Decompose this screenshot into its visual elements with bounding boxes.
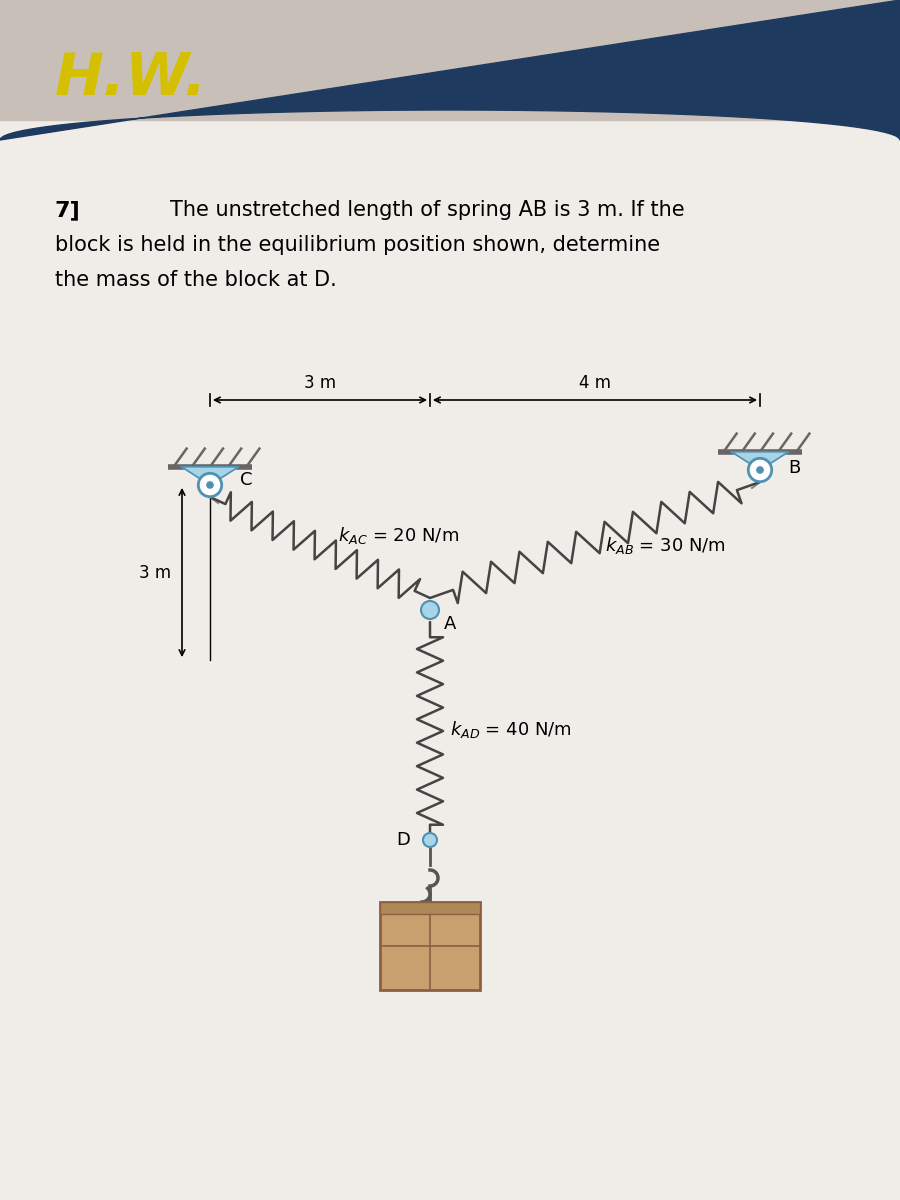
Circle shape <box>423 833 437 847</box>
Circle shape <box>748 458 771 481</box>
Polygon shape <box>0 0 900 140</box>
Bar <box>380 902 480 914</box>
Text: The unstretched length of spring AB is 3 m. If the: The unstretched length of spring AB is 3… <box>170 200 685 220</box>
Text: H.W.: H.W. <box>55 50 207 107</box>
Text: D: D <box>396 830 410 850</box>
Text: 3 m: 3 m <box>304 374 336 392</box>
Text: 7]: 7] <box>55 200 81 220</box>
Bar <box>380 902 480 990</box>
Text: $k_{AB}$ = 30 N/m: $k_{AB}$ = 30 N/m <box>605 534 726 556</box>
Text: 3 m: 3 m <box>139 564 171 582</box>
Text: block is held in the equilibrium position shown, determine: block is held in the equilibrium positio… <box>55 235 660 254</box>
Text: C: C <box>240 470 253 490</box>
Text: $k_{AD}$ = 40 N/m: $k_{AD}$ = 40 N/m <box>450 720 572 740</box>
Circle shape <box>207 482 213 488</box>
Text: 4 m: 4 m <box>579 374 611 392</box>
Circle shape <box>757 467 763 473</box>
Circle shape <box>198 473 221 497</box>
Bar <box>0 0 900 120</box>
Text: B: B <box>788 458 800 476</box>
Polygon shape <box>182 467 238 485</box>
Text: $k_{AC}$ = 20 N/m: $k_{AC}$ = 20 N/m <box>338 526 459 546</box>
Text: the mass of the block at D.: the mass of the block at D. <box>55 270 337 290</box>
Polygon shape <box>732 451 788 470</box>
Circle shape <box>421 601 439 619</box>
Text: A: A <box>444 614 456 634</box>
